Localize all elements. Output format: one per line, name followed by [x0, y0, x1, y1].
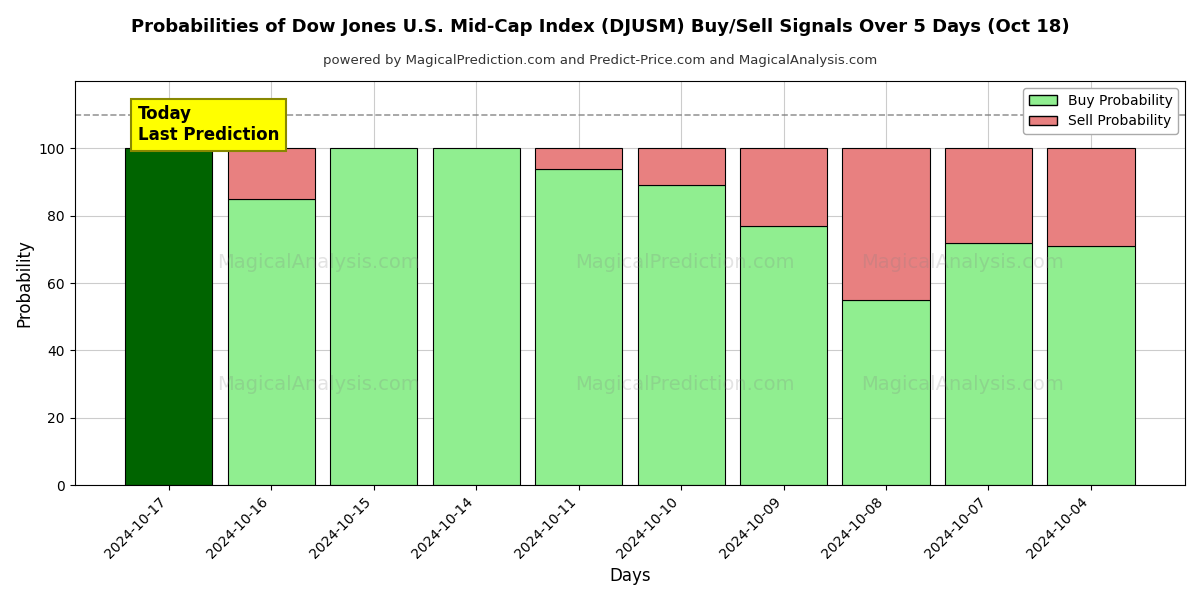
- Bar: [330, 148, 418, 485]
- Text: MagicalAnalysis.com: MagicalAnalysis.com: [217, 374, 420, 394]
- Text: MagicalAnalysis.com: MagicalAnalysis.com: [862, 374, 1064, 394]
- Text: MagicalPrediction.com: MagicalPrediction.com: [576, 374, 796, 394]
- Bar: [637, 148, 725, 185]
- Bar: [944, 148, 1032, 242]
- Text: powered by MagicalPrediction.com and Predict-Price.com and MagicalAnalysis.com: powered by MagicalPrediction.com and Pre…: [323, 54, 877, 67]
- Bar: [944, 242, 1032, 485]
- Y-axis label: Probability: Probability: [16, 239, 34, 327]
- Bar: [432, 148, 520, 485]
- Text: Today
Last Prediction: Today Last Prediction: [138, 106, 280, 144]
- Legend: Buy Probability, Sell Probability: Buy Probability, Sell Probability: [1024, 88, 1178, 134]
- Text: MagicalPrediction.com: MagicalPrediction.com: [576, 253, 796, 272]
- Bar: [1048, 246, 1134, 485]
- Bar: [842, 148, 930, 300]
- X-axis label: Days: Days: [610, 567, 650, 585]
- Text: Probabilities of Dow Jones U.S. Mid-Cap Index (DJUSM) Buy/Sell Signals Over 5 Da: Probabilities of Dow Jones U.S. Mid-Cap …: [131, 18, 1069, 36]
- Text: MagicalAnalysis.com: MagicalAnalysis.com: [217, 253, 420, 272]
- Bar: [842, 300, 930, 485]
- Text: MagicalAnalysis.com: MagicalAnalysis.com: [862, 253, 1064, 272]
- Bar: [535, 148, 622, 169]
- Bar: [740, 148, 827, 226]
- Bar: [535, 169, 622, 485]
- Bar: [637, 185, 725, 485]
- Bar: [1048, 148, 1134, 246]
- Bar: [125, 148, 212, 485]
- Bar: [740, 226, 827, 485]
- Bar: [228, 199, 314, 485]
- Bar: [228, 148, 314, 199]
